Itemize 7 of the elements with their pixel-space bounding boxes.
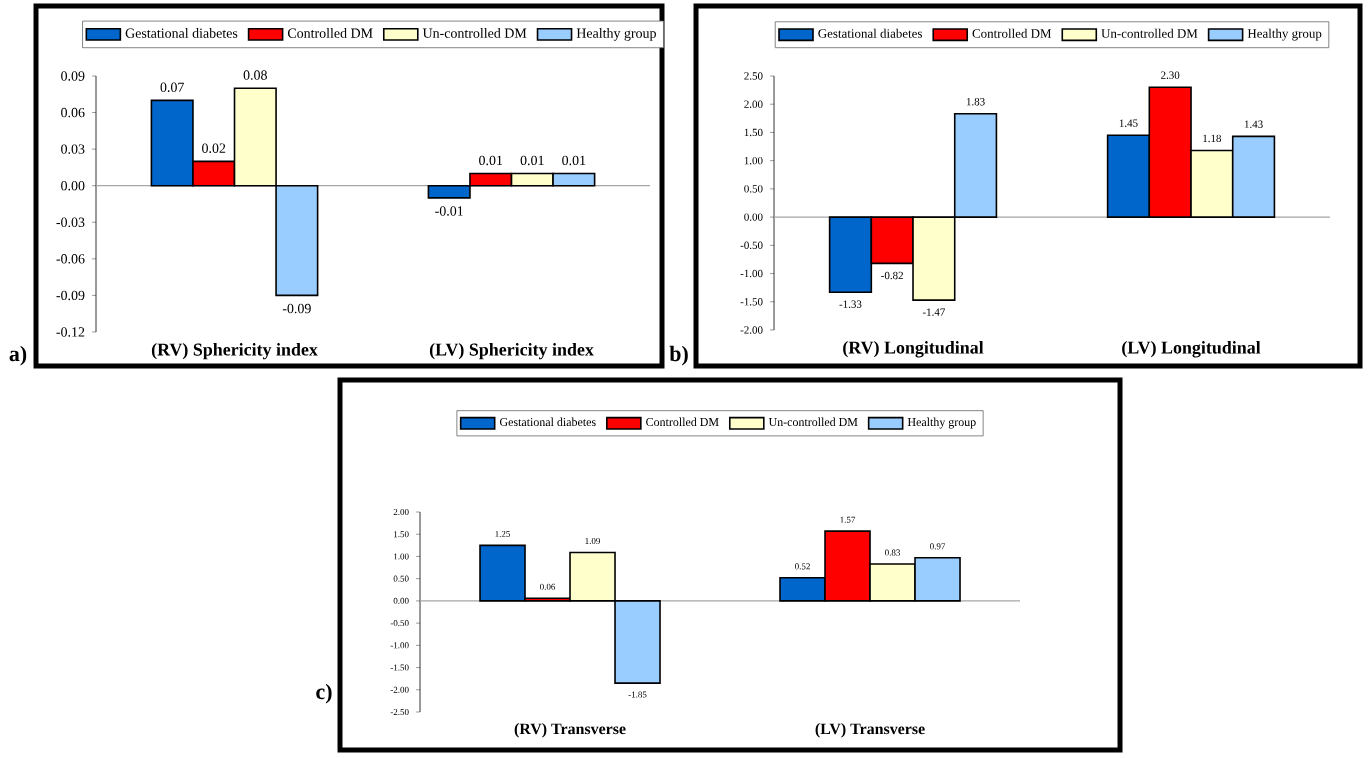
x-tick-label: (RV) Sphericity index [151, 343, 318, 360]
text: b) [669, 345, 688, 366]
x-tick-label: (LV) Longitudinal [1122, 341, 1261, 358]
text: a) [9, 345, 27, 366]
x-tick-label: (RV) Longitudinal [843, 341, 984, 358]
x-tick-label: (LV) Sphericity index [429, 343, 594, 360]
text: c) [316, 683, 332, 704]
